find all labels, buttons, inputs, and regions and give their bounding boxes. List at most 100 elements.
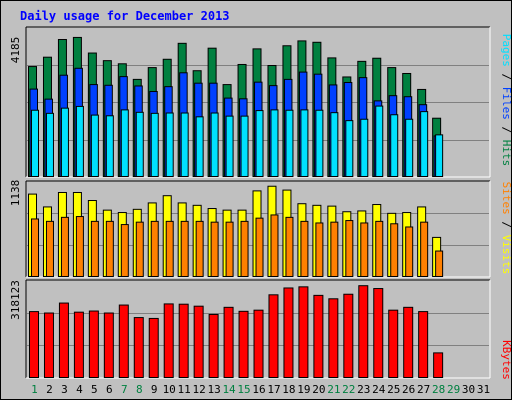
bar-sites-day-19 — [300, 220, 309, 277]
bar-sites-day-26 — [405, 226, 414, 277]
bar-pages-day-9 — [150, 112, 159, 178]
bar-pages-day-10 — [165, 112, 174, 178]
bar-sites-day-22 — [345, 220, 354, 278]
bar-pages-day-25 — [390, 114, 399, 177]
bar-pages-day-1 — [31, 109, 39, 177]
bar-kbytes-day-25 — [388, 309, 399, 379]
bar-pages-day-3 — [60, 107, 69, 177]
bar-sites-day-13 — [210, 221, 219, 277]
day-label-18: 18 — [282, 383, 295, 396]
bar-sites-day-4 — [75, 216, 84, 277]
bar-kbytes-day-28 — [433, 352, 444, 379]
bar-sites-day-18 — [285, 216, 294, 278]
bar-kbytes-day-22 — [343, 293, 354, 378]
bar-kbytes-day-17 — [268, 294, 279, 379]
bar-pages-day-19 — [300, 109, 309, 177]
legend-pages: Pages — [500, 34, 512, 67]
legend-hits: Hits — [500, 140, 512, 167]
day-label-19: 19 — [297, 383, 310, 396]
day-label-4: 4 — [76, 383, 83, 396]
legend-files: Files — [500, 87, 512, 120]
bar-pages-day-23 — [360, 118, 369, 178]
bar-sites-day-11 — [180, 220, 189, 277]
legend-sites: Sites — [500, 182, 512, 215]
day-label-8: 8 — [136, 383, 143, 396]
bar-sites-day-25 — [390, 223, 399, 277]
legend-sep-3: / — [500, 221, 512, 228]
legend-sep-1: / — [500, 74, 512, 81]
bar-kbytes-day-18 — [283, 287, 294, 379]
day-label-17: 17 — [267, 383, 280, 396]
ymax-label-visits: 1138 — [9, 180, 22, 207]
bar-sites-day-27 — [420, 221, 429, 277]
bar-kbytes-day-3 — [58, 302, 69, 379]
bar-sites-day-7 — [120, 224, 129, 277]
bar-kbytes-day-14 — [223, 306, 234, 379]
bar-sites-day-24 — [375, 220, 384, 277]
series-legend-kbytes: KBytes — [500, 340, 512, 380]
hits-files-pages-panel — [25, 26, 491, 178]
ymax-label-hits: 4185 — [9, 37, 22, 64]
bar-pages-day-16 — [255, 110, 264, 177]
bar-pages-day-7 — [120, 109, 129, 177]
bar-pages-day-27 — [420, 111, 429, 177]
bar-sites-day-17 — [270, 214, 279, 277]
bar-pages-day-21 — [330, 112, 339, 178]
day-label-9: 9 — [151, 383, 158, 396]
bar-kbytes-day-1 — [29, 311, 39, 378]
bar-pages-day-24 — [375, 105, 384, 177]
day-label-28: 28 — [432, 383, 445, 396]
day-label-1: 1 — [31, 383, 38, 396]
day-label-12: 12 — [193, 383, 206, 396]
bar-kbytes-day-13 — [208, 313, 219, 379]
day-label-25: 25 — [387, 383, 400, 396]
bar-kbytes-day-4 — [73, 311, 84, 378]
bar-pages-day-6 — [105, 115, 114, 177]
visits-sites-panel — [25, 180, 491, 278]
day-label-6: 6 — [106, 383, 113, 396]
bar-sites-day-16 — [255, 217, 264, 277]
kbytes-panel — [25, 279, 491, 379]
bar-pages-day-14 — [225, 115, 234, 177]
chart-title: Daily usage for December 2013 — [20, 9, 230, 23]
bar-kbytes-day-12 — [193, 305, 204, 378]
bar-pages-day-26 — [405, 118, 414, 178]
bar-kbytes-day-24 — [373, 288, 384, 379]
bar-kbytes-day-2 — [43, 312, 54, 378]
day-label-11: 11 — [178, 383, 191, 396]
bar-kbytes-day-21 — [328, 298, 339, 378]
bar-sites-day-23 — [360, 222, 369, 278]
bar-kbytes-day-5 — [88, 310, 99, 379]
day-label-24: 24 — [372, 383, 386, 396]
bar-sites-day-12 — [195, 220, 204, 277]
day-label-21: 21 — [327, 383, 340, 396]
bar-pages-day-11 — [180, 112, 189, 178]
day-label-31: 31 — [477, 383, 490, 396]
bar-sites-day-10 — [165, 220, 174, 277]
day-label-16: 16 — [252, 383, 265, 396]
day-label-14: 14 — [222, 383, 236, 396]
day-label-23: 23 — [357, 383, 370, 396]
day-label-26: 26 — [402, 383, 415, 396]
bar-sites-day-3 — [60, 216, 69, 278]
bar-sites-day-21 — [330, 221, 339, 277]
bar-sites-day-15 — [240, 220, 249, 277]
bar-kbytes-day-15 — [238, 310, 249, 378]
bar-pages-day-28 — [435, 134, 444, 177]
day-label-27: 27 — [417, 383, 430, 396]
bar-pages-day-18 — [285, 109, 294, 177]
bar-pages-day-13 — [210, 112, 219, 178]
bar-kbytes-day-6 — [103, 312, 114, 378]
day-label-13: 13 — [207, 383, 220, 396]
bar-pages-day-15 — [240, 115, 249, 177]
bar-kbytes-day-7 — [118, 304, 129, 378]
bar-pages-day-20 — [315, 109, 324, 177]
bar-pages-day-22 — [345, 120, 354, 177]
bar-sites-day-14 — [225, 221, 234, 277]
day-label-29: 29 — [447, 383, 460, 396]
bar-pages-day-12 — [195, 116, 204, 177]
bar-pages-day-2 — [45, 112, 54, 178]
bar-pages-day-5 — [90, 114, 99, 177]
bar-sites-day-20 — [315, 222, 324, 278]
